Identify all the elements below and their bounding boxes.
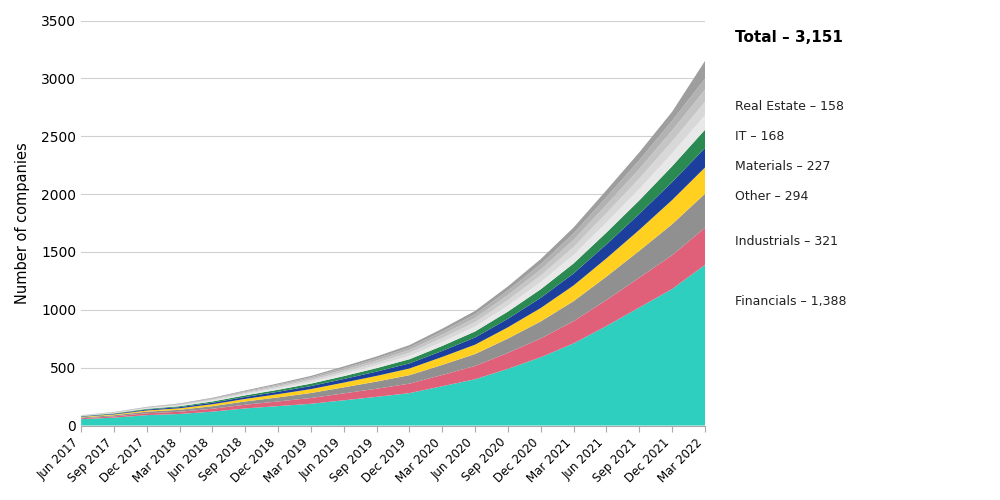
Text: Real Estate – 158: Real Estate – 158 — [735, 100, 844, 113]
Text: Industrials – 321: Industrials – 321 — [735, 235, 838, 248]
Text: IT – 168: IT – 168 — [735, 130, 784, 143]
Text: Financials – 1,388: Financials – 1,388 — [735, 295, 846, 308]
Text: Materials – 227: Materials – 227 — [735, 160, 830, 173]
Y-axis label: Number of companies: Number of companies — [15, 142, 30, 304]
Text: Total – 3,151: Total – 3,151 — [735, 30, 843, 45]
Text: Other – 294: Other – 294 — [735, 190, 808, 203]
